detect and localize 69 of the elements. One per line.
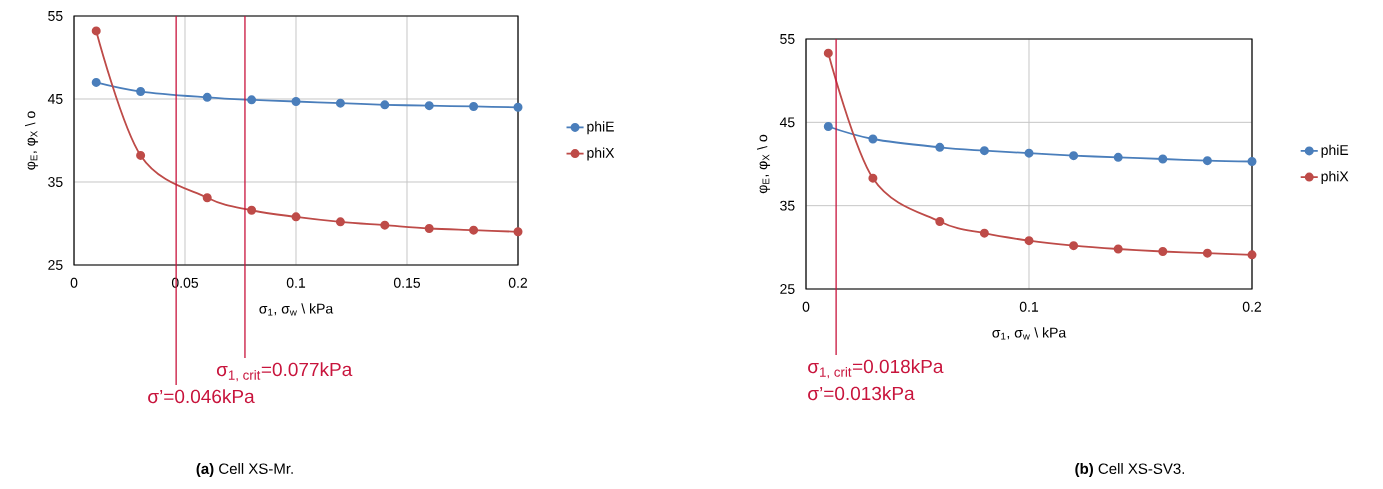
point [1247,157,1257,166]
point [247,205,257,215]
point [380,100,390,110]
y-tick-label: 35 [48,177,63,187]
point [469,225,479,235]
point [91,77,101,87]
y-axis-title: φ$_{E}$, φ$_{X}$ \ o [25,111,39,170]
point [335,98,345,108]
point [1113,152,1123,162]
x-tick-label: 0.2 [508,277,528,288]
ref-line-label: σ’=0.046kPa [148,389,255,404]
x-axis-title: σ$_{1}$, σ$_{w}$ \ kPa [992,327,1067,340]
point [91,26,101,36]
x-tick-label: 0.2 [1242,301,1262,312]
point [1024,148,1034,158]
legend-label: phiE [1321,144,1349,158]
text: (b) Cell XS-SV3. [1075,463,1185,477]
point [1158,247,1168,256]
point [868,173,878,183]
x-tick-label: 0.15 [393,277,421,288]
x-axis-title: σ$_{1}$, σ$_{w}$ \ kPa [259,303,334,316]
point [335,217,345,227]
point [202,92,212,102]
legend-label: phiX [1321,171,1349,185]
point [291,96,301,106]
ref-line-label: σ$_{1, crit}$=0.018kPa [808,359,944,379]
x-tick-label: 0 [802,301,810,312]
point [247,95,257,105]
y-tick-label: 25 [780,284,795,294]
point [424,223,434,233]
y-tick-label: 55 [780,34,795,44]
y-axis-title: φ$_{E}$, φ$_{X}$ \ o [756,134,771,194]
x-tick-label: 0.1 [286,277,306,288]
point [1069,241,1079,251]
point [1158,154,1168,164]
point [1202,156,1212,166]
y-tick-label: 55 [48,11,63,21]
point [935,142,945,152]
point [1202,248,1212,258]
y-tick-label: 25 [48,260,63,270]
y-tick-label: 35 [780,200,795,211]
ref-line-label: σ$_{1, crit}$=0.077kPa [216,362,353,382]
point [979,146,989,156]
x-tick-label: 0 [70,277,78,288]
y-tick-label: 45 [779,117,795,128]
point [202,193,212,203]
point [513,227,523,237]
legend-label: phiE [587,121,614,135]
point [136,150,146,160]
point [868,134,878,144]
point [469,101,479,111]
point [823,122,833,131]
point [1113,244,1123,254]
point [979,228,989,238]
legend-label: phiX [587,147,615,161]
point [136,87,146,97]
point [1247,250,1257,260]
point [935,217,945,226]
x-tick-label: 0.1 [1019,301,1039,312]
point [291,212,301,222]
point [424,101,434,111]
y-tick-label: 45 [47,94,63,104]
point [1024,236,1034,246]
point [380,220,390,230]
text: (a) Cell XS-Mr. [196,463,293,477]
text: σ’=0.013kPa [808,386,915,401]
point [513,102,523,112]
point [1069,151,1079,161]
point [823,48,833,58]
